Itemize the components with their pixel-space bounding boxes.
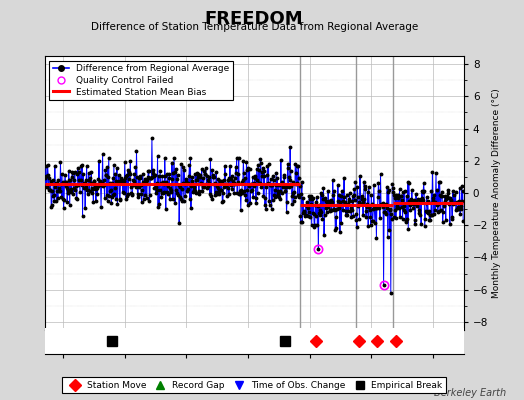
Legend: Station Move, Record Gap, Time of Obs. Change, Empirical Break: Station Move, Record Gap, Time of Obs. C… <box>62 377 446 394</box>
Text: Berkeley Earth: Berkeley Earth <box>433 388 506 398</box>
Legend: Difference from Regional Average, Quality Control Failed, Estimated Station Mean: Difference from Regional Average, Qualit… <box>49 60 233 100</box>
Y-axis label: Monthly Temperature Anomaly Difference (°C): Monthly Temperature Anomaly Difference (… <box>493 88 501 298</box>
Text: Difference of Station Temperature Data from Regional Average: Difference of Station Temperature Data f… <box>91 22 418 32</box>
Text: FREEDOM: FREEDOM <box>205 10 303 28</box>
